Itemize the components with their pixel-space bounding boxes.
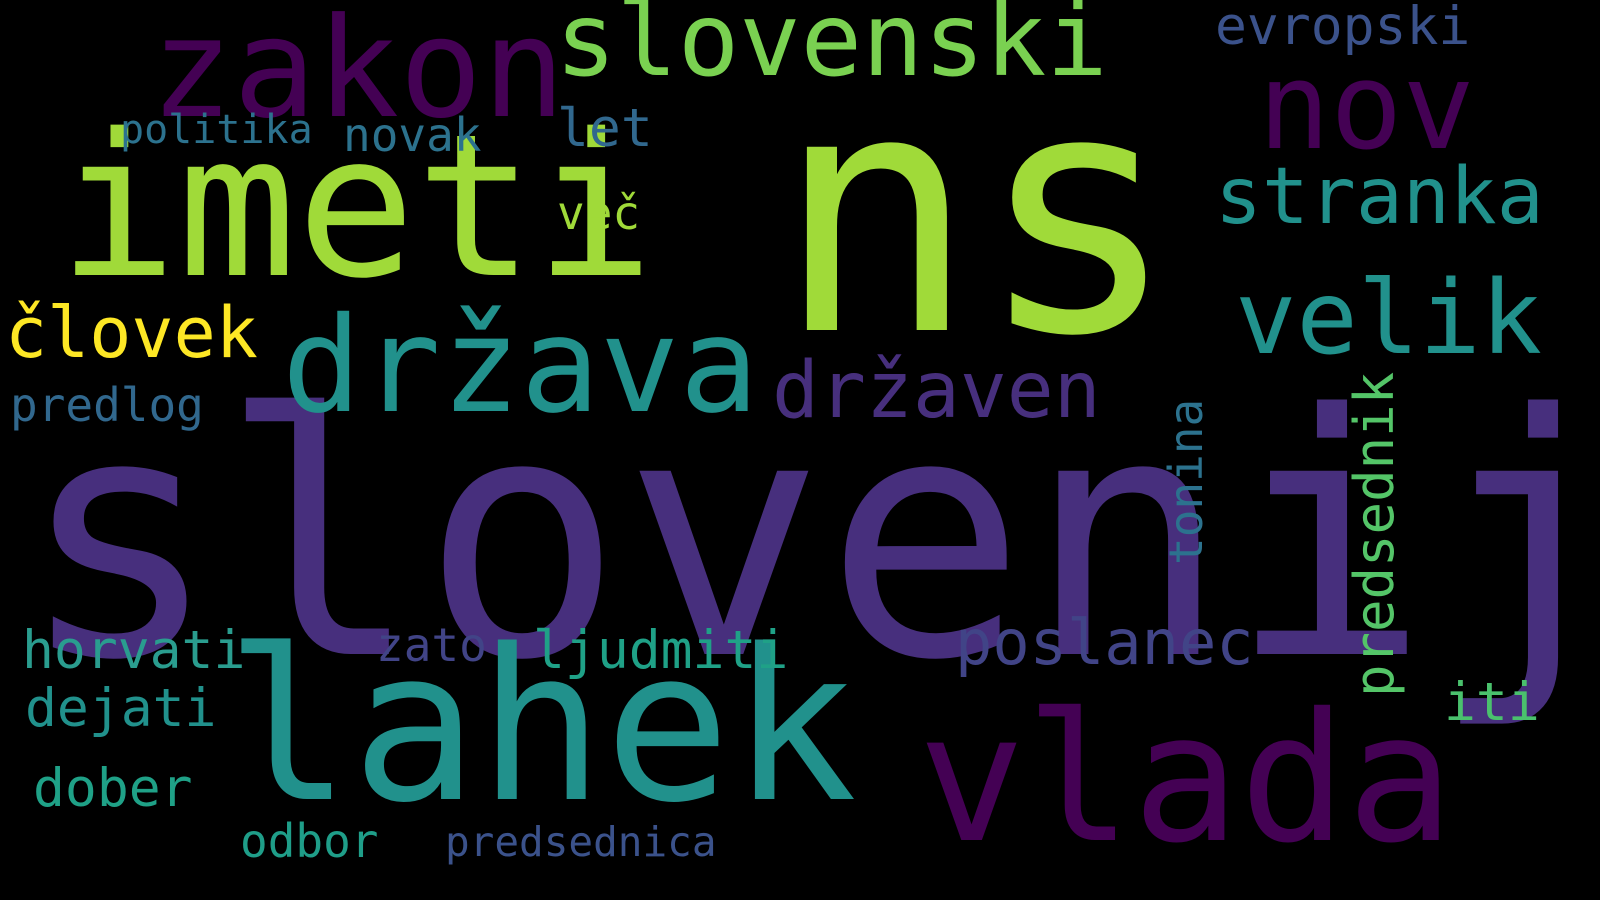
word-ljudmiti: ljudmiti	[533, 620, 789, 681]
word-zakon: zakon	[150, 0, 566, 149]
word-vec: več	[557, 186, 641, 240]
word-predsednik: predsednik	[1343, 371, 1406, 697]
word-predlog: predlog	[10, 378, 204, 432]
word-clovek: človek	[5, 292, 258, 374]
word-let: let	[557, 98, 653, 159]
word-zato: zato	[376, 618, 487, 672]
word-imeti: imeti	[58, 91, 655, 322]
word-horvati: horvati	[22, 620, 246, 681]
word-slovenija: slovenija	[18, 344, 1600, 734]
word-lahek: lahek	[225, 604, 858, 849]
word-odbor: odbor	[240, 814, 379, 868]
word-stranka: stranka	[1215, 152, 1544, 242]
word-evropski: evropski	[1215, 0, 1471, 57]
word-ns: ns	[775, 20, 1179, 410]
word-dober: dober	[33, 758, 193, 819]
word-drzava: država	[282, 289, 759, 443]
word-velik: velik	[1235, 259, 1543, 378]
word-vlada: vlada	[918, 675, 1454, 882]
word-iti: iti	[1444, 672, 1540, 733]
word-novak: novak	[343, 108, 482, 162]
word-predsednica: predsednica	[445, 818, 717, 866]
word-drzaven: državen	[772, 346, 1101, 436]
word-politika: politika	[120, 107, 313, 153]
word-tonina: tonina	[1159, 398, 1213, 565]
word-nov: nov	[1258, 38, 1475, 177]
word-poslanec: poslanec	[955, 606, 1254, 679]
word-slovenski: slovenski	[555, 0, 1108, 100]
word-dejati: dejati	[25, 678, 217, 739]
